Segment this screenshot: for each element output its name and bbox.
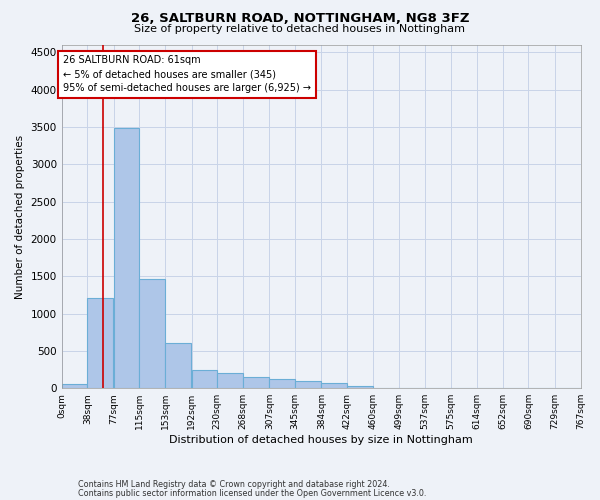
Bar xyxy=(62,384,88,388)
Bar xyxy=(114,128,139,388)
Text: Contains HM Land Registry data © Crown copyright and database right 2024.: Contains HM Land Registry data © Crown c… xyxy=(78,480,390,489)
Bar xyxy=(88,298,113,388)
Text: Size of property relative to detached houses in Nottingham: Size of property relative to detached ho… xyxy=(134,24,466,34)
Y-axis label: Number of detached properties: Number of detached properties xyxy=(15,134,25,298)
Bar xyxy=(322,383,347,388)
Bar xyxy=(243,377,269,388)
Bar xyxy=(347,386,373,388)
Text: Contains public sector information licensed under the Open Government Licence v3: Contains public sector information licen… xyxy=(78,488,427,498)
Bar xyxy=(165,344,191,388)
Bar xyxy=(295,381,321,388)
Bar xyxy=(191,370,217,388)
Text: 26 SALTBURN ROAD: 61sqm
← 5% of detached houses are smaller (345)
95% of semi-de: 26 SALTBURN ROAD: 61sqm ← 5% of detached… xyxy=(63,56,311,94)
Bar xyxy=(269,378,295,388)
Bar xyxy=(139,280,165,388)
X-axis label: Distribution of detached houses by size in Nottingham: Distribution of detached houses by size … xyxy=(169,435,473,445)
Text: 26, SALTBURN ROAD, NOTTINGHAM, NG8 3FZ: 26, SALTBURN ROAD, NOTTINGHAM, NG8 3FZ xyxy=(131,12,469,26)
Bar xyxy=(217,374,243,388)
